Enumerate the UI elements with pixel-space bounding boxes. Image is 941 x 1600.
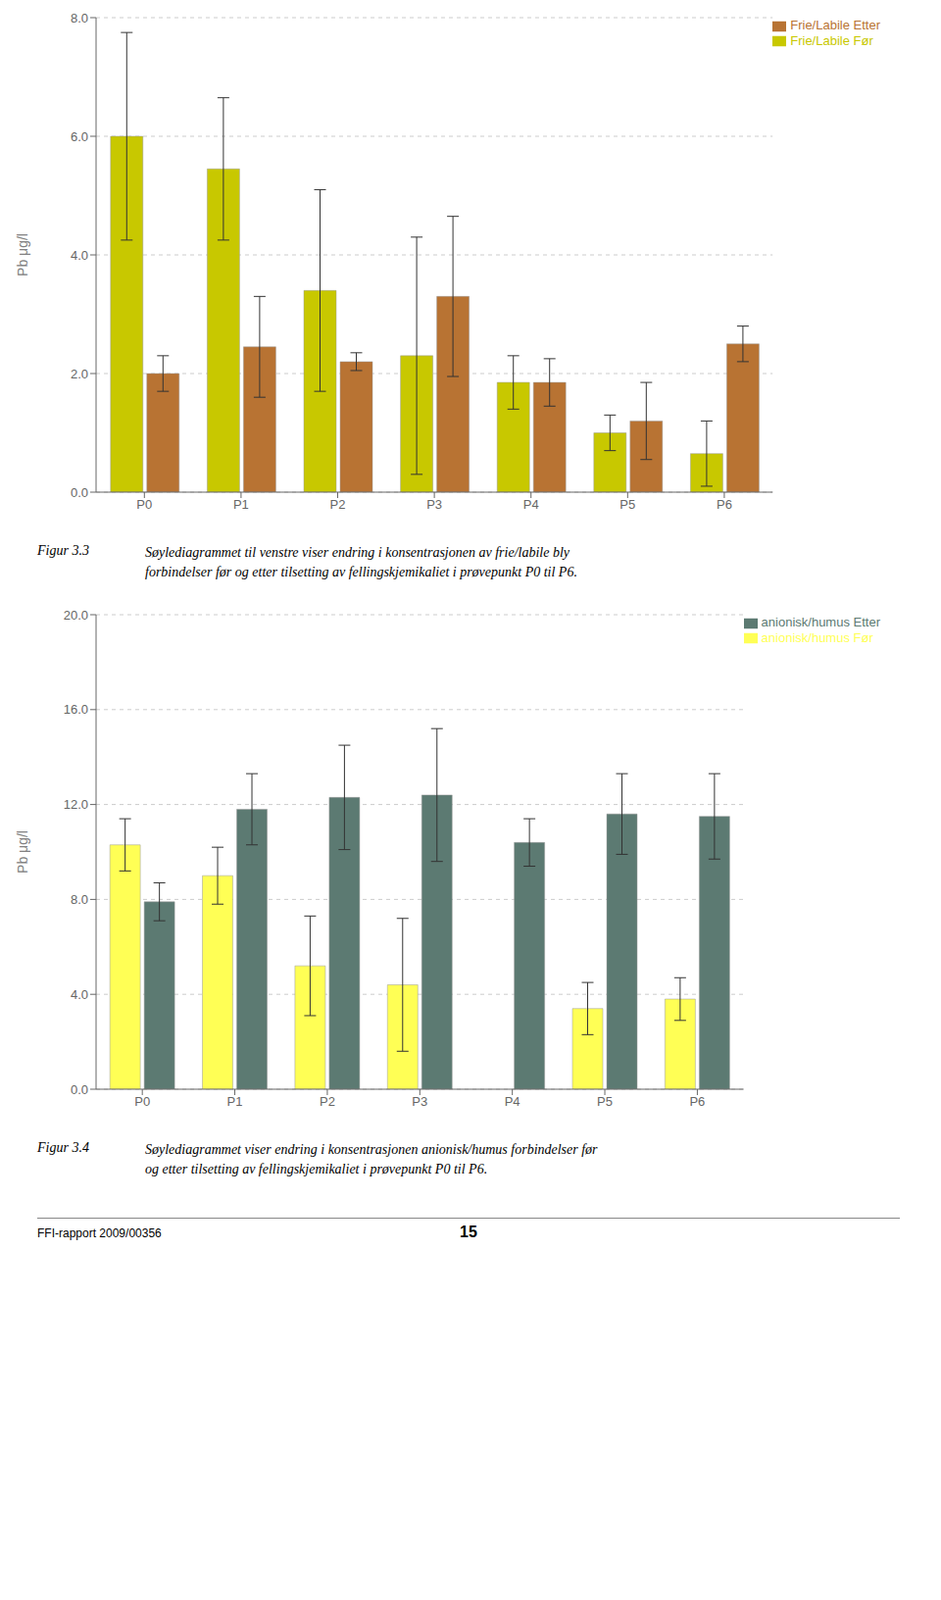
svg-text:P5: P5	[596, 1093, 613, 1109]
svg-text:Pb μg/l: Pb μg/l	[14, 233, 31, 277]
svg-text:P6: P6	[689, 1093, 705, 1109]
html-text:15: 15	[459, 1223, 478, 1241]
svg-text:Pb μg/l: Pb μg/l	[14, 830, 31, 874]
html-text:anionisk/humus Etter: anionisk/humus Etter	[761, 614, 881, 630]
svg-text:2.0: 2.0	[70, 366, 89, 382]
svg-text:P0: P0	[136, 496, 152, 512]
html-text:FFI-rapport 2009/00356: FFI-rapport 2009/00356	[37, 1226, 162, 1241]
svg-text:0.0: 0.0	[70, 1082, 89, 1097]
svg-text:P4: P4	[504, 1093, 521, 1109]
html-text:Figur 3.4: Figur 3.4	[37, 1140, 90, 1155]
svg-text:12.0: 12.0	[63, 796, 89, 812]
svg-text:P2: P2	[319, 1093, 336, 1109]
svg-text:0.0: 0.0	[70, 485, 89, 500]
svg-text:6.0: 6.0	[70, 129, 89, 145]
html-text:Frie/Labile Før: Frie/Labile Før	[790, 32, 874, 48]
html-text:Frie/Labile Etter: Frie/Labile Etter	[790, 17, 881, 33]
svg-text:P0: P0	[134, 1093, 150, 1109]
svg-text:4.0: 4.0	[70, 987, 89, 1002]
svg-text:P2: P2	[330, 496, 347, 512]
html-text:anionisk/humus Før: anionisk/humus Før	[761, 630, 874, 645]
svg-text:P4: P4	[523, 496, 540, 512]
html-text:Figur 3.3: Figur 3.3	[37, 543, 90, 558]
svg-text:P1: P1	[227, 1093, 244, 1109]
svg-text:P3: P3	[411, 1093, 428, 1109]
svg-text:P6: P6	[716, 496, 733, 512]
html-text:Søylediagrammet til venstre vi: Søylediagrammet til venstre viser endrin…	[145, 544, 578, 579]
svg-text:16.0: 16.0	[63, 702, 89, 718]
svg-text:20.0: 20.0	[63, 607, 89, 623]
svg-text:8.0: 8.0	[70, 891, 89, 907]
svg-text:P1: P1	[233, 496, 249, 512]
html-text:Søylediagrammet viser endring: Søylediagrammet viser endring i konsentr…	[145, 1142, 598, 1177]
svg-text:P5: P5	[619, 496, 636, 512]
svg-text:4.0: 4.0	[70, 247, 89, 263]
svg-text:8.0: 8.0	[70, 10, 89, 26]
svg-text:P3: P3	[426, 496, 443, 512]
